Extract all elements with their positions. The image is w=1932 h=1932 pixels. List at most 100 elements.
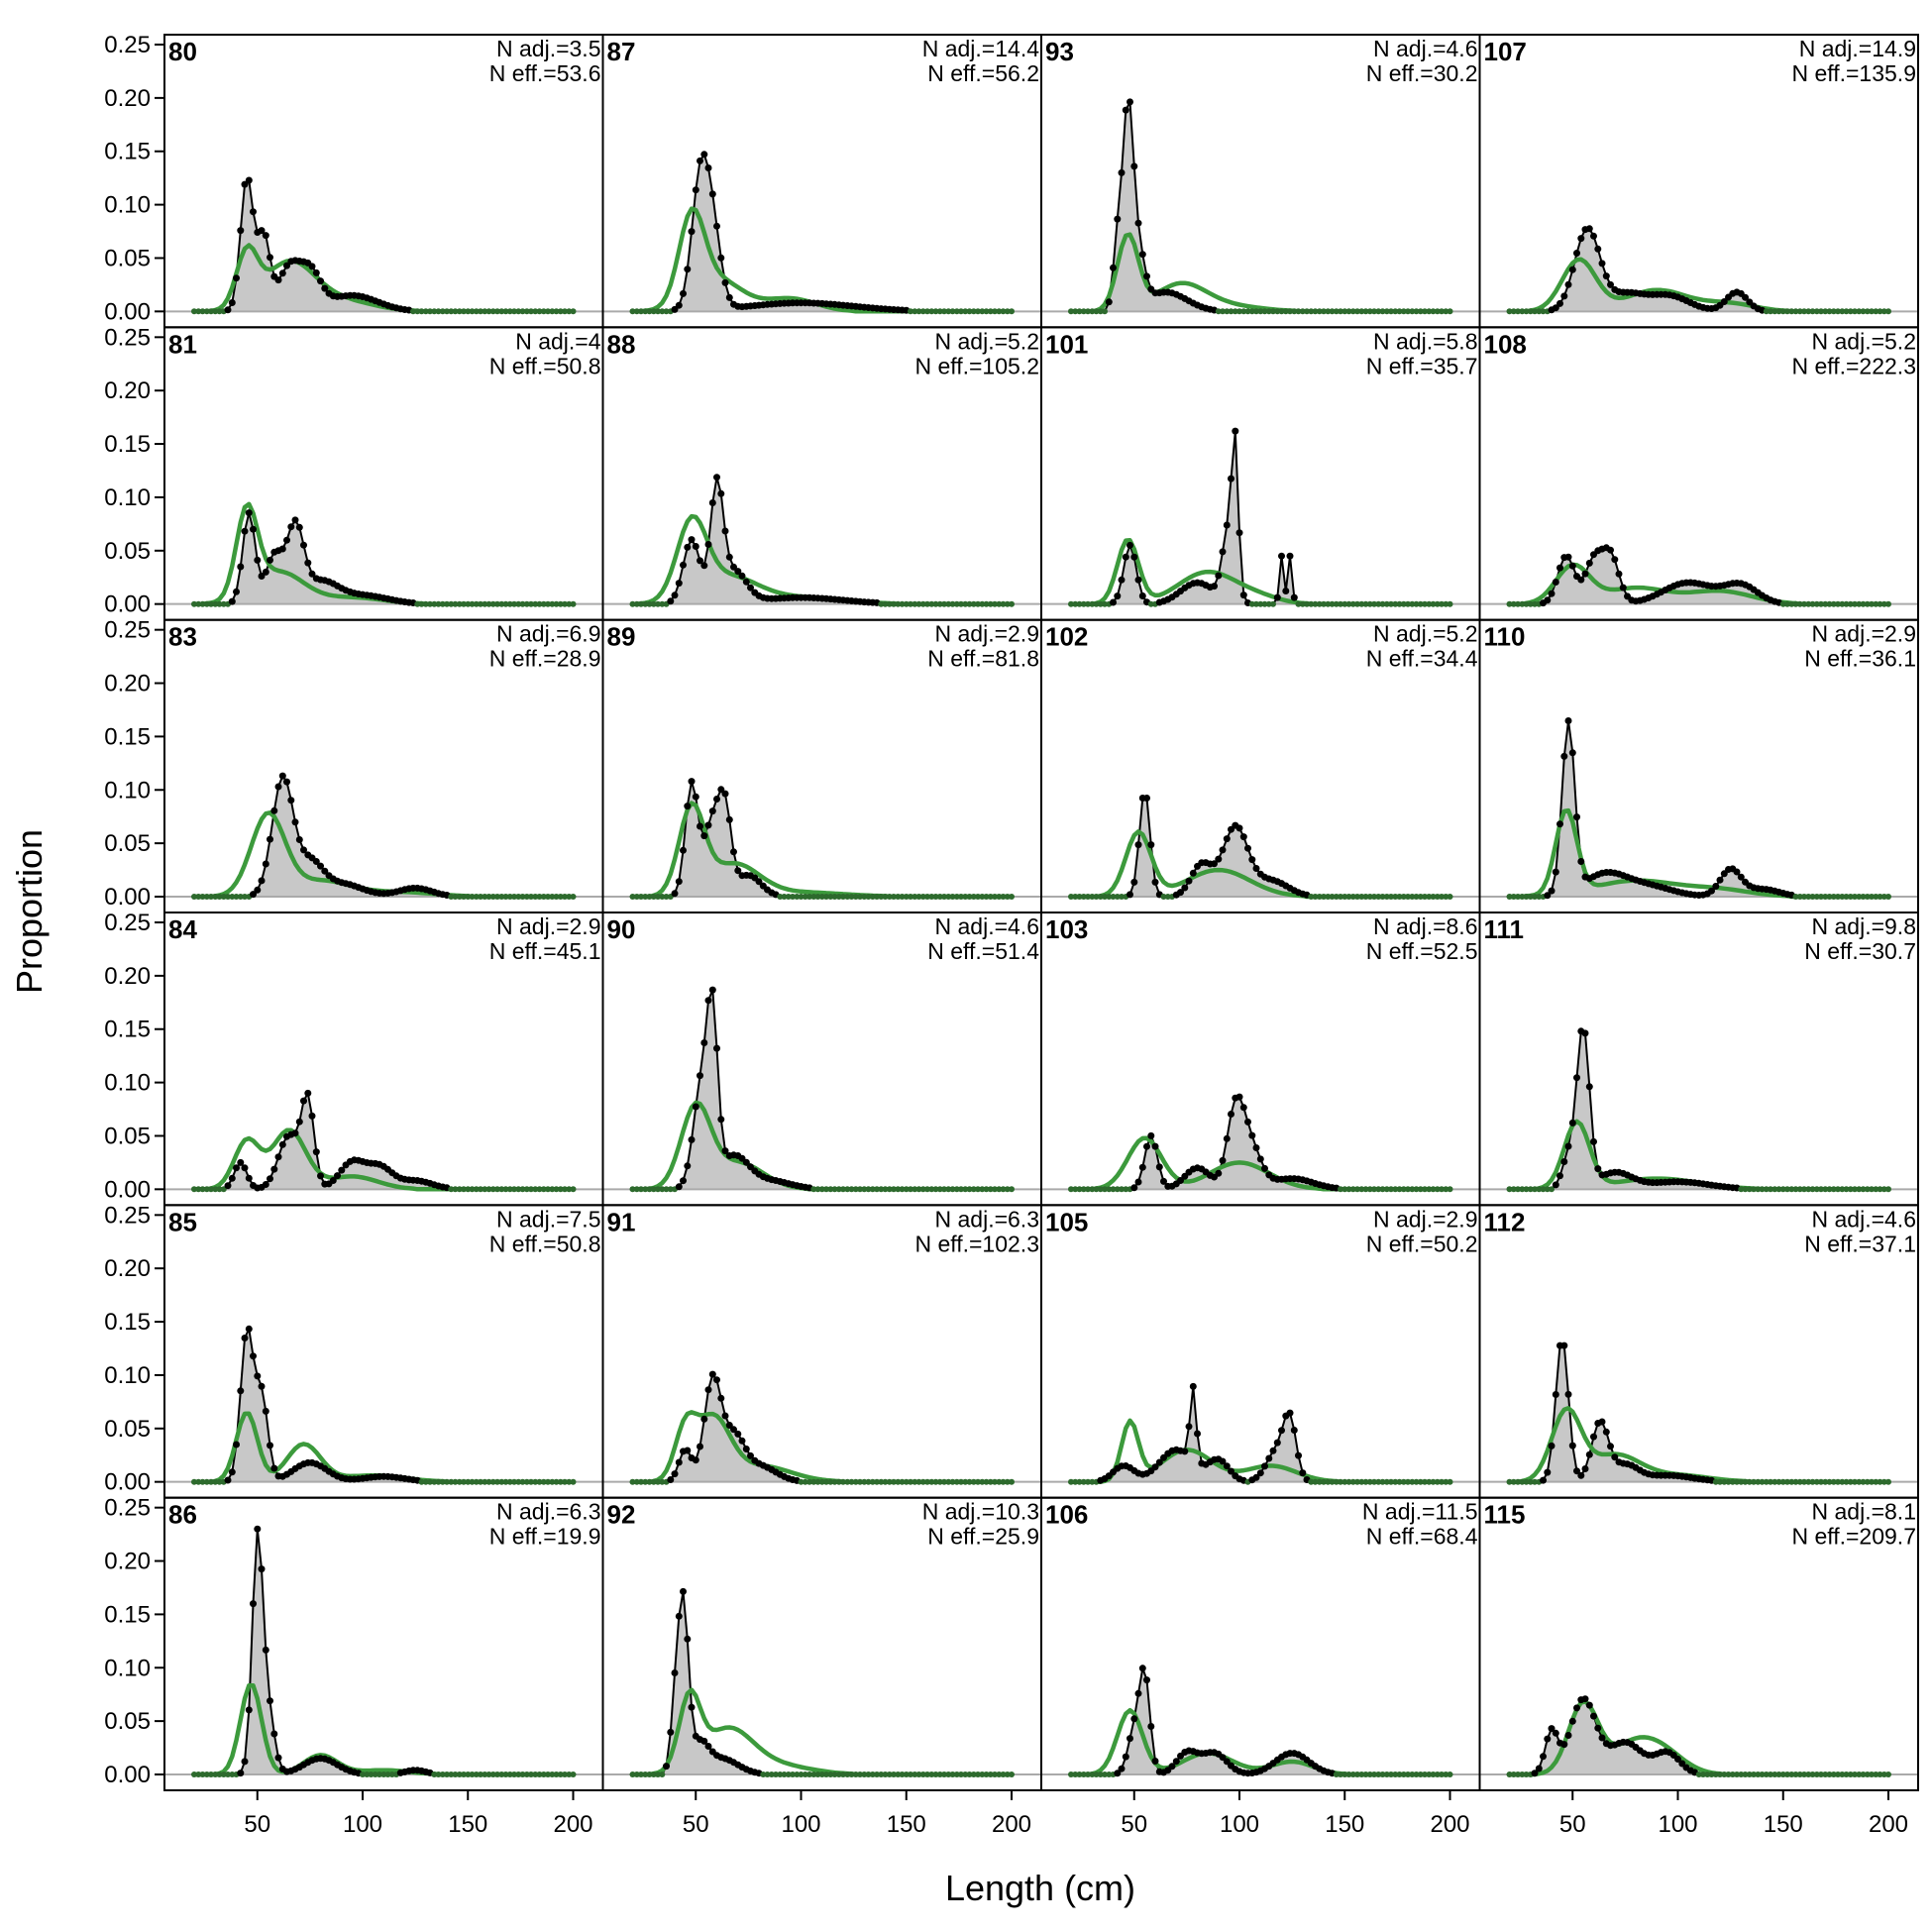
zero-point bbox=[865, 1478, 872, 1485]
zero-point bbox=[1004, 600, 1011, 607]
zero-point bbox=[1510, 308, 1517, 315]
zero-point bbox=[1097, 1186, 1104, 1193]
observed-point bbox=[1228, 1467, 1234, 1475]
zero-point bbox=[1426, 1771, 1433, 1777]
zero-point bbox=[1771, 1478, 1778, 1485]
zero-point bbox=[1291, 308, 1298, 315]
zero-point bbox=[919, 600, 926, 607]
zero-point bbox=[1873, 1771, 1879, 1777]
zero-point bbox=[1873, 1186, 1879, 1193]
zero-point bbox=[1308, 894, 1315, 900]
zero-point bbox=[1430, 308, 1437, 315]
zero-point bbox=[1519, 894, 1526, 900]
zero-point bbox=[1371, 308, 1377, 315]
observed-point bbox=[1556, 564, 1563, 572]
zero-point bbox=[1801, 894, 1807, 900]
zero-point bbox=[1771, 308, 1778, 315]
zero-point bbox=[1818, 1771, 1824, 1777]
zero-point bbox=[427, 308, 433, 315]
zero-point bbox=[899, 1771, 906, 1777]
y-tick-label: 0.00 bbox=[104, 298, 151, 325]
zero-point bbox=[1784, 600, 1790, 607]
zero-point bbox=[1076, 600, 1083, 607]
n-adj-label: N adj.=4 bbox=[515, 328, 601, 354]
zero-point bbox=[953, 1186, 960, 1193]
zero-point bbox=[962, 1186, 969, 1193]
zero-point bbox=[1392, 1771, 1399, 1777]
observed-point bbox=[245, 509, 253, 517]
y-tick-label: 0.25 bbox=[104, 32, 151, 58]
zero-point bbox=[936, 1771, 943, 1777]
zero-point bbox=[1826, 1771, 1833, 1777]
observed-point bbox=[1611, 1453, 1619, 1461]
zero-point bbox=[659, 894, 666, 900]
zero-point bbox=[566, 600, 573, 607]
y-tick-label: 0.15 bbox=[104, 431, 151, 458]
observed-point bbox=[1581, 570, 1589, 578]
zero-point bbox=[456, 894, 463, 900]
zero-point bbox=[1443, 308, 1449, 315]
n-adj-label: N adj.=11.5 bbox=[1362, 1499, 1478, 1525]
observed-point bbox=[1585, 559, 1593, 567]
zero-point bbox=[368, 1771, 375, 1777]
zero-point bbox=[908, 894, 913, 900]
zero-point bbox=[208, 308, 214, 315]
zero-point bbox=[191, 1478, 197, 1485]
x-tick-label: 150 bbox=[448, 1811, 487, 1838]
zero-point bbox=[987, 1478, 994, 1485]
zero-point bbox=[473, 600, 480, 607]
observed-point bbox=[317, 1172, 324, 1180]
zero-point bbox=[1354, 1186, 1360, 1193]
zero-point bbox=[953, 1771, 960, 1777]
observed-point bbox=[730, 1426, 737, 1434]
zero-point bbox=[1877, 1771, 1883, 1777]
observed-point bbox=[1269, 1447, 1277, 1454]
zero-point bbox=[519, 1478, 526, 1485]
zero-point bbox=[861, 1771, 868, 1777]
panel-id-label: 106 bbox=[1045, 1500, 1088, 1530]
observed-point bbox=[228, 1468, 236, 1476]
zero-point bbox=[1080, 1186, 1087, 1193]
zero-point bbox=[1801, 600, 1807, 607]
observed-point bbox=[1577, 235, 1585, 243]
zero-point bbox=[1338, 308, 1343, 315]
zero-point bbox=[928, 308, 935, 315]
zero-point bbox=[1362, 1478, 1369, 1485]
zero-point bbox=[1366, 894, 1373, 900]
observed-point bbox=[742, 1446, 750, 1452]
observed-point bbox=[688, 228, 696, 236]
zero-point bbox=[1345, 1478, 1352, 1485]
zero-point bbox=[1417, 600, 1424, 607]
zero-point bbox=[473, 1186, 480, 1193]
zero-point bbox=[1434, 600, 1441, 607]
observed-point bbox=[254, 1525, 262, 1533]
observed-point bbox=[1598, 1734, 1606, 1742]
observed-point bbox=[1581, 1695, 1589, 1703]
zero-point bbox=[638, 1186, 644, 1193]
x-tick-label: 50 bbox=[1121, 1811, 1147, 1838]
zero-point bbox=[1813, 894, 1820, 900]
zero-point bbox=[448, 600, 455, 607]
zero-point bbox=[919, 1771, 926, 1777]
zero-point bbox=[1439, 1771, 1445, 1777]
zero-point bbox=[1329, 308, 1336, 315]
zero-point bbox=[1426, 600, 1433, 607]
observed-point bbox=[1256, 1155, 1264, 1163]
zero-point bbox=[1430, 1186, 1437, 1193]
zero-point bbox=[553, 1478, 560, 1485]
n-adj-label: N adj.=3.5 bbox=[496, 36, 601, 61]
zero-point bbox=[511, 308, 517, 315]
zero-point bbox=[912, 1771, 918, 1777]
zero-point bbox=[663, 308, 670, 315]
zero-point bbox=[233, 894, 240, 900]
observed-point bbox=[254, 886, 262, 894]
observed-point bbox=[675, 878, 683, 886]
zero-point bbox=[1434, 894, 1441, 900]
observed-point bbox=[1172, 1758, 1180, 1766]
zero-point bbox=[1265, 308, 1272, 315]
observed-point bbox=[708, 190, 716, 198]
zero-point bbox=[1076, 894, 1083, 900]
observed-point bbox=[1228, 475, 1234, 483]
zero-point bbox=[949, 1771, 956, 1777]
zero-point bbox=[1864, 1478, 1871, 1485]
